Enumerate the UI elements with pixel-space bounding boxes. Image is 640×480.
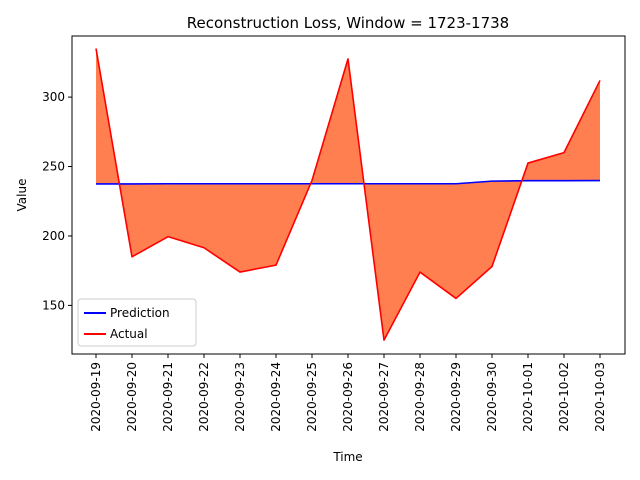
x-tick-label: 2020-09-27 <box>377 362 391 432</box>
y-tick-label: 150 <box>42 298 65 312</box>
legend-box <box>77 298 197 347</box>
x-tick-label: 2020-09-29 <box>449 362 463 432</box>
x-tick-label: 2020-09-21 <box>161 362 175 432</box>
y-tick-label: 250 <box>42 160 65 174</box>
chart-title: Reconstruction Loss, Window = 1723-1738 <box>187 14 509 32</box>
x-tick-label: 2020-10-02 <box>557 362 571 432</box>
x-tick-label: 2020-10-03 <box>593 362 607 432</box>
y-tick-label: 300 <box>42 90 65 104</box>
x-tick-label: 2020-09-28 <box>413 362 427 432</box>
x-tick-label: 2020-09-22 <box>197 362 211 432</box>
difference-fill-layer <box>96 48 600 341</box>
x-tick-label: 2020-09-25 <box>305 362 319 432</box>
x-tick-label: 2020-09-30 <box>485 362 499 432</box>
y-tick-label: 200 <box>42 229 65 243</box>
x-tick-label: 2020-09-26 <box>341 362 355 432</box>
legend-label-actual: Actual <box>110 327 148 341</box>
x-tick-label: 2020-09-24 <box>269 362 283 432</box>
legend: Prediction Actual <box>77 298 197 347</box>
series-line-actual <box>95 48 601 341</box>
x-tick-label: 2020-10-01 <box>521 362 535 432</box>
series-line-layer <box>95 48 601 341</box>
legend-label-prediction: Prediction <box>110 306 170 320</box>
x-tick-label: 2020-09-23 <box>233 362 247 432</box>
difference-fill-area <box>96 48 600 341</box>
series-line-prediction <box>96 179 601 185</box>
x-axis-label: Time <box>332 450 362 464</box>
y-axis-label: Value <box>15 179 29 212</box>
y-axis-ticks: 150 200 250 300 <box>42 90 72 312</box>
x-axis-ticks: 2020-09-19 2020-09-20 2020-09-21 2020-09-22… <box>89 354 607 432</box>
x-tick-label: 2020-09-19 <box>89 362 103 432</box>
x-tick-label: 2020-09-20 <box>125 362 139 432</box>
